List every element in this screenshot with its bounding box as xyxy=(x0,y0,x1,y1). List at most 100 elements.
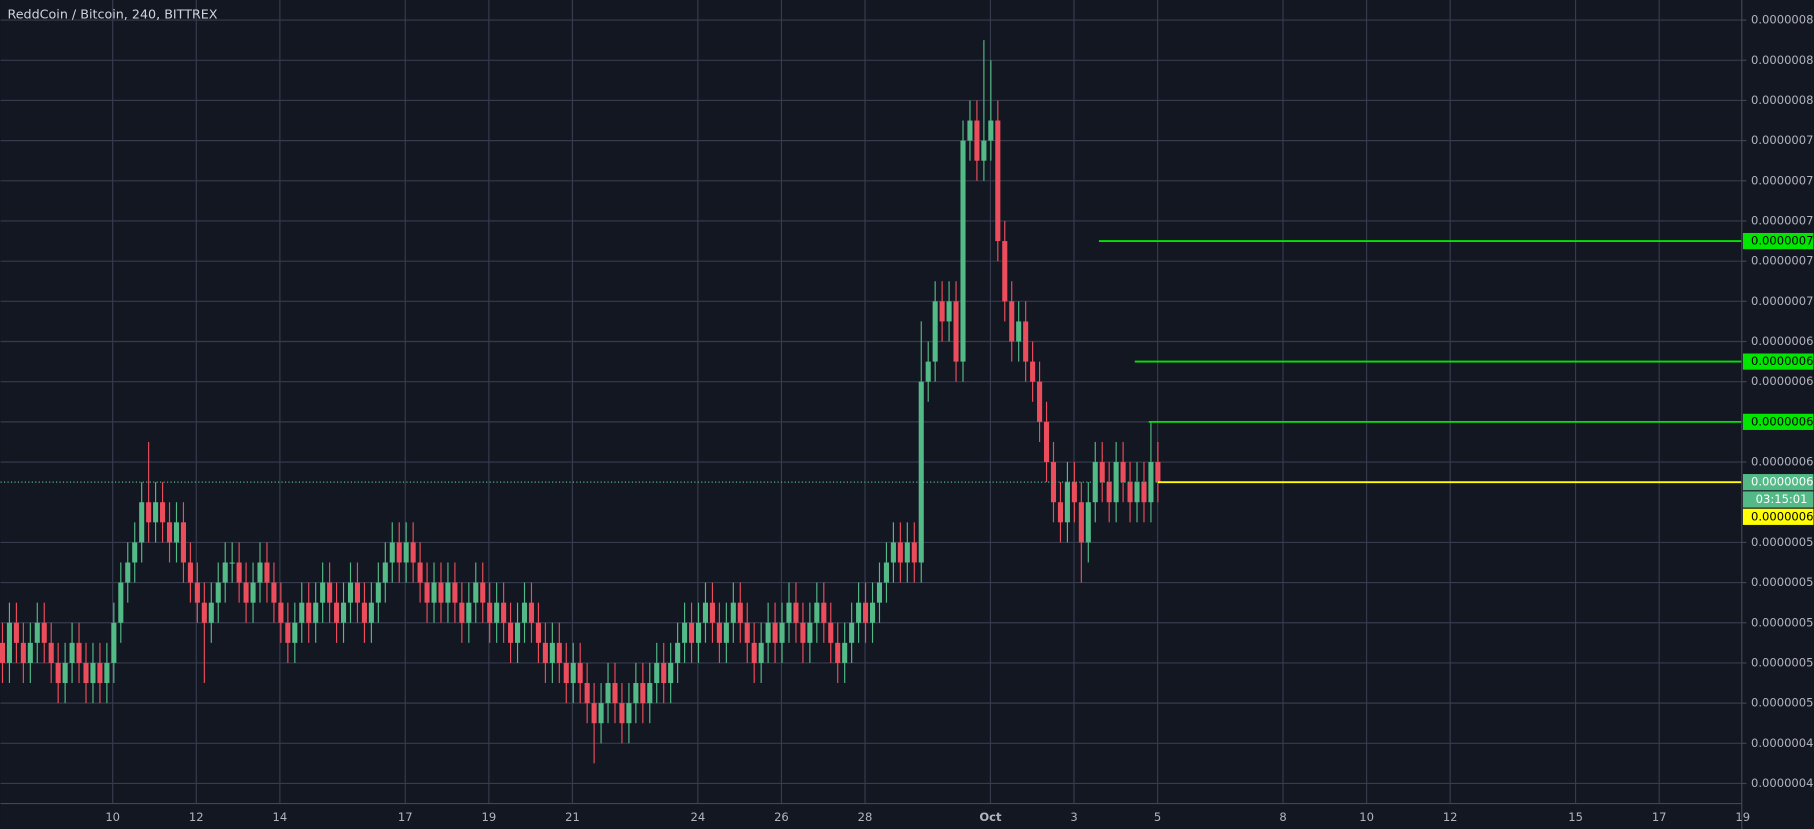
candle-body xyxy=(320,582,326,603)
candle-body xyxy=(974,120,980,161)
candle-body xyxy=(981,140,987,161)
candle-body xyxy=(389,542,395,563)
candle-body xyxy=(932,301,938,362)
time-axis-panel xyxy=(0,803,1742,829)
candle-body xyxy=(1064,482,1070,523)
y-tick-label: 0.00000058 xyxy=(1751,535,1814,549)
x-tick-label: 12 xyxy=(189,810,204,824)
y-tick-label: 0.00000084 xyxy=(1751,13,1814,27)
candle-body xyxy=(215,582,221,603)
candle-body xyxy=(1050,462,1057,503)
candle-body xyxy=(897,542,903,563)
candle-body xyxy=(514,622,521,643)
candle-body xyxy=(682,622,688,643)
candle-body xyxy=(473,582,479,603)
candle-body xyxy=(856,602,862,623)
candle-body xyxy=(1043,421,1050,463)
candle-body xyxy=(730,602,736,623)
candle-body xyxy=(521,602,528,623)
candle-body xyxy=(180,522,186,563)
x-tick-label: 14 xyxy=(273,810,288,824)
candle-body xyxy=(6,622,12,663)
candle-body xyxy=(765,622,771,643)
candle-body xyxy=(41,622,47,643)
candle-body xyxy=(466,602,472,623)
level-badge xyxy=(1742,232,1814,250)
candle-body xyxy=(48,642,54,663)
grid xyxy=(0,0,1744,804)
candle-body xyxy=(480,582,486,603)
candle-body xyxy=(201,602,207,623)
x-tick-label: 15 xyxy=(1568,810,1583,824)
candle-body xyxy=(69,642,75,663)
candle-body xyxy=(76,642,82,663)
countdown-label: 03:15:01 xyxy=(1756,492,1808,506)
candle-body xyxy=(229,562,235,564)
y-tick-label: 0.00000074 xyxy=(1751,213,1814,227)
candle-body xyxy=(863,602,869,623)
x-tick-label: 8 xyxy=(1279,810,1286,824)
y-tick-label: 0.00000056 xyxy=(1751,575,1814,589)
level-label: 0.00000067 xyxy=(1751,354,1814,368)
candle-body xyxy=(382,562,388,583)
candle-body xyxy=(605,683,611,704)
candle-body xyxy=(431,582,437,603)
candle-body xyxy=(556,642,562,663)
candle-body xyxy=(563,662,569,684)
candle-body xyxy=(716,622,722,643)
y-tick-label: 0.00000072 xyxy=(1751,254,1814,268)
candle-body xyxy=(1057,502,1063,523)
candle-body xyxy=(13,622,19,643)
candle-body xyxy=(278,602,284,623)
x-tick-label: 17 xyxy=(398,810,413,824)
candle-body xyxy=(626,703,632,724)
candle-body xyxy=(160,502,166,523)
candle-body xyxy=(689,622,695,643)
candle-body xyxy=(20,642,26,663)
x-tick-label: 10 xyxy=(1359,810,1374,824)
countdown-badge xyxy=(1742,491,1814,508)
candle-body xyxy=(1099,462,1105,483)
candle-body xyxy=(166,522,173,543)
candle-body xyxy=(118,582,124,623)
candle-body xyxy=(911,542,917,563)
candle-body xyxy=(340,602,347,623)
candle-body xyxy=(257,562,263,583)
candle-body xyxy=(347,582,354,603)
candle-body xyxy=(535,622,541,643)
y-tick-label: 0.00000078 xyxy=(1751,133,1814,147)
candle-body xyxy=(953,301,959,362)
candle-body xyxy=(584,683,590,704)
candle-body xyxy=(1113,462,1119,503)
candle-body xyxy=(417,562,423,583)
candle-body xyxy=(960,140,966,362)
candle-body xyxy=(1071,482,1077,503)
candle-body xyxy=(250,582,256,603)
candle-body xyxy=(869,602,876,623)
candle-body xyxy=(751,642,757,663)
candle-body xyxy=(34,622,40,643)
candle-body xyxy=(890,542,896,563)
candle-body xyxy=(640,683,646,704)
level-label: 0.00000073 xyxy=(1751,234,1814,248)
level-label: 0.00000064 xyxy=(1751,414,1814,428)
candle-body xyxy=(1155,462,1161,483)
candle-body xyxy=(647,683,653,704)
candle-body xyxy=(1120,462,1126,483)
candle-body xyxy=(208,602,214,623)
y-tick-label: 0.00000062 xyxy=(1751,455,1814,469)
candle-body xyxy=(695,622,702,643)
level-badge xyxy=(1742,413,1814,430)
candle-body xyxy=(1148,462,1154,503)
candle-body xyxy=(1134,482,1140,503)
candle-body xyxy=(821,602,827,623)
candle-body xyxy=(1023,321,1029,362)
axes: 0.00000046 0.00000048 0.00000050 0.00000052… xyxy=(105,13,1814,824)
candle-body xyxy=(619,703,625,724)
last-price-label: 0.00000061 xyxy=(1751,475,1814,489)
y-tick-label: 0.00000048 xyxy=(1751,736,1814,750)
candle-body xyxy=(452,582,458,603)
candle-body xyxy=(55,662,61,684)
candle-body xyxy=(438,582,444,603)
